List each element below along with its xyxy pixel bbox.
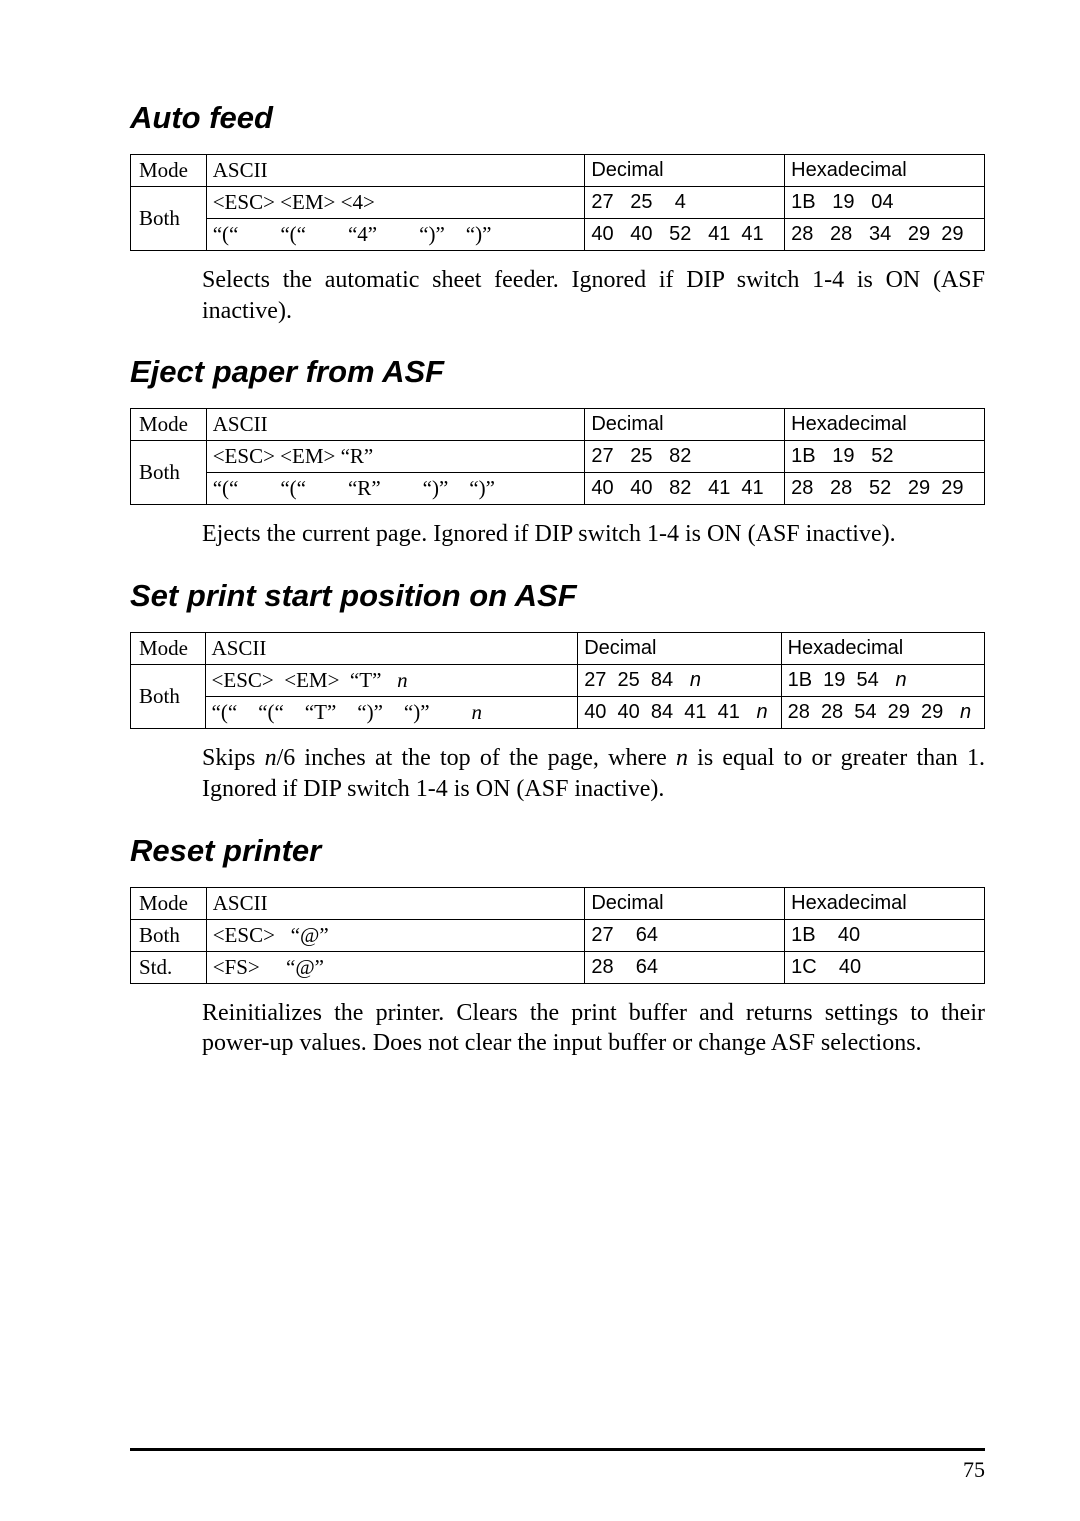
col-mode: Mode xyxy=(131,887,207,919)
ascii-value: <ESC> <EM> <4> xyxy=(206,187,585,219)
ascii-value: “(“ “(“ “R” “)” “)” xyxy=(206,473,585,505)
command-table: Mode ASCII Decimal Hexadecimal Both <ESC… xyxy=(130,887,985,984)
command-table: Mode ASCII Decimal Hexadecimal Both <ESC… xyxy=(130,632,985,729)
col-decimal: Decimal xyxy=(585,887,785,919)
hex-value: 28 28 52 29 29 xyxy=(785,473,985,505)
hex-value: 28 28 34 29 29 xyxy=(785,219,985,251)
dec-value: 40 40 52 41 41 xyxy=(585,219,785,251)
col-hex: Hexadecimal xyxy=(785,409,985,441)
col-mode: Mode xyxy=(131,409,207,441)
section-heading: Reset printer xyxy=(130,833,985,869)
hex-value: 1B 19 54 n xyxy=(781,665,984,697)
dec-value: 27 25 4 xyxy=(585,187,785,219)
dec-value: 40 40 84 41 41 n xyxy=(578,697,781,729)
ascii-value: <FS> “@” xyxy=(206,951,585,983)
hex-value: 28 28 54 29 29 n xyxy=(781,697,984,729)
col-mode: Mode xyxy=(131,633,206,665)
section-heading: Eject paper from ASF xyxy=(130,354,985,390)
col-ascii: ASCII xyxy=(206,409,585,441)
mode-value: Both xyxy=(131,665,206,729)
dec-value: 27 64 xyxy=(585,919,785,951)
col-ascii: ASCII xyxy=(206,887,585,919)
ascii-value: <ESC> “@” xyxy=(206,919,585,951)
mode-value: Both xyxy=(131,187,207,251)
dec-value: 40 40 82 41 41 xyxy=(585,473,785,505)
col-decimal: Decimal xyxy=(585,155,785,187)
section-heading: Set print start position on ASF xyxy=(130,578,985,614)
col-hex: Hexadecimal xyxy=(781,633,984,665)
col-ascii: ASCII xyxy=(206,155,585,187)
ascii-value: “(“ “(“ “4” “)” “)” xyxy=(206,219,585,251)
section-body: Ejects the current page. Ignored if DIP … xyxy=(202,519,985,550)
hex-value: 1C 40 xyxy=(785,951,985,983)
mode-value: Both xyxy=(131,441,207,505)
col-hex: Hexadecimal xyxy=(785,155,985,187)
hex-value: 1B 19 04 xyxy=(785,187,985,219)
col-mode: Mode xyxy=(131,155,207,187)
col-decimal: Decimal xyxy=(585,409,785,441)
dec-value: 27 25 84 n xyxy=(578,665,781,697)
mode-value: Both xyxy=(131,919,207,951)
col-ascii: ASCII xyxy=(205,633,578,665)
footer-divider xyxy=(130,1448,985,1451)
section-body: Selects the automatic sheet feeder. Igno… xyxy=(202,265,985,326)
section-body: Reinitializes the printer. Clears the pr… xyxy=(202,998,985,1059)
dec-value: 28 64 xyxy=(585,951,785,983)
hex-value: 1B 19 52 xyxy=(785,441,985,473)
ascii-value: <ESC> <EM> “R” xyxy=(206,441,585,473)
command-table: Mode ASCII Decimal Hexadecimal Both <ESC… xyxy=(130,154,985,251)
dec-value: 27 25 82 xyxy=(585,441,785,473)
mode-value: Std. xyxy=(131,951,207,983)
command-table: Mode ASCII Decimal Hexadecimal Both <ESC… xyxy=(130,408,985,505)
col-decimal: Decimal xyxy=(578,633,781,665)
section-body: Skips n/6 inches at the top of the page,… xyxy=(202,743,985,804)
col-hex: Hexadecimal xyxy=(785,887,985,919)
hex-value: 1B 40 xyxy=(785,919,985,951)
ascii-value: <ESC> <EM> “T” n xyxy=(205,665,578,697)
page-number: 75 xyxy=(963,1457,985,1483)
section-heading: Auto feed xyxy=(130,100,985,136)
ascii-value: “(“ “(“ “T” “)” “)” n xyxy=(205,697,578,729)
